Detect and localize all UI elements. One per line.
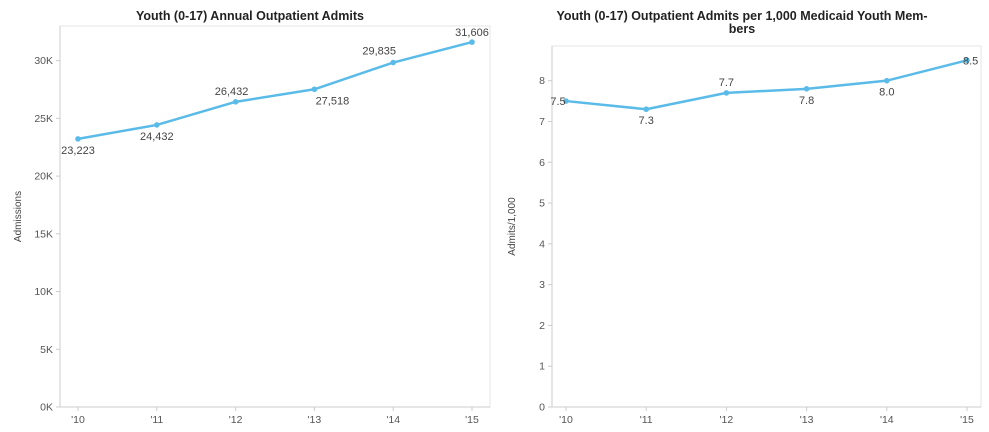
data-label: 26,432 — [215, 86, 249, 98]
x-tick-label: '12 — [229, 414, 243, 426]
data-label: 24,432 — [140, 131, 174, 143]
x-tick-label: '14 — [386, 414, 400, 426]
data-point — [232, 99, 239, 105]
data-label: 23,223 — [61, 145, 95, 157]
data-point — [390, 59, 397, 66]
data-label: 27,518 — [316, 95, 350, 107]
y-tick-label: 15K — [34, 228, 53, 240]
data-label: 7.7 — [719, 77, 734, 89]
x-tick-label: '11 — [150, 414, 163, 426]
y-tick-label: 10K — [34, 286, 53, 298]
data-point — [643, 106, 649, 113]
x-tick-label: '14 — [880, 414, 894, 426]
x-tick-label: '15 — [465, 414, 479, 426]
data-point — [964, 57, 970, 64]
plot-area-border — [59, 25, 491, 408]
data-point — [803, 86, 810, 92]
data-point — [75, 136, 81, 142]
y-tick-label: 2 — [539, 320, 545, 332]
y-tick-label: 0 — [539, 402, 545, 414]
y-tick-label: 25K — [34, 113, 53, 125]
data-point — [311, 86, 318, 93]
chart-title-line: Youth (0-17) Outpatient Admits per 1,000… — [556, 9, 927, 23]
data-point — [723, 90, 730, 96]
y-tick-label: 20K — [34, 171, 53, 183]
y-tick-label: 5K — [40, 344, 53, 356]
y-axis-label: Admissions — [13, 191, 24, 242]
x-tick-label: '10 — [71, 414, 85, 426]
data-label: 7.5 — [550, 96, 565, 108]
x-tick-label: '13 — [308, 414, 322, 426]
x-tick-label: '10 — [559, 414, 573, 426]
y-tick-label: 5 — [539, 198, 545, 210]
data-label: 7.3 — [639, 115, 654, 127]
plot-area-border — [551, 45, 982, 408]
y-tick-label: 3 — [539, 279, 545, 291]
chart-title-line: bers — [729, 22, 755, 36]
x-tick-label: '11 — [640, 414, 653, 426]
data-label: 8.0 — [879, 87, 894, 99]
series-line — [565, 59, 968, 111]
data-point — [469, 39, 475, 45]
data-label: 7.8 — [799, 95, 814, 107]
admits-per-1000-line-chart: Youth (0-17) Outpatient Admits per 1,000… — [507, 9, 982, 426]
chart-title-line: Youth (0-17) Annual Outpatient Admits — [136, 9, 364, 23]
y-tick-label: 6 — [539, 157, 545, 169]
data-label: 8.5 — [963, 55, 978, 67]
y-tick-label: 1 — [539, 361, 545, 373]
x-tick-label: '12 — [720, 414, 734, 426]
data-point — [154, 122, 160, 128]
y-tick-label: 0K — [40, 402, 53, 414]
data-label: 29,835 — [362, 46, 396, 58]
chart-panel-admits-per-1000: Youth (0-17) Outpatient Admits per 1,000… — [496, 0, 989, 432]
y-tick-label: 8 — [539, 75, 545, 87]
y-tick-label: 30K — [34, 55, 53, 67]
data-point — [884, 77, 890, 84]
y-axis-label: Admits/1,000 — [507, 197, 518, 256]
x-tick-label: '13 — [800, 414, 814, 426]
data-label: 31,606 — [455, 27, 489, 39]
x-tick-label: '15 — [960, 414, 974, 426]
data-point — [563, 98, 569, 104]
admissions-line-chart: Youth (0-17) Annual Outpatient Admits 0K 5… — [13, 9, 491, 426]
y-tick-label: 4 — [539, 238, 545, 250]
y-tick-label: 7 — [539, 116, 545, 128]
series-line — [77, 40, 473, 141]
chart-panel-admissions: Youth (0-17) Annual Outpatient Admits 0K 5… — [0, 0, 494, 432]
